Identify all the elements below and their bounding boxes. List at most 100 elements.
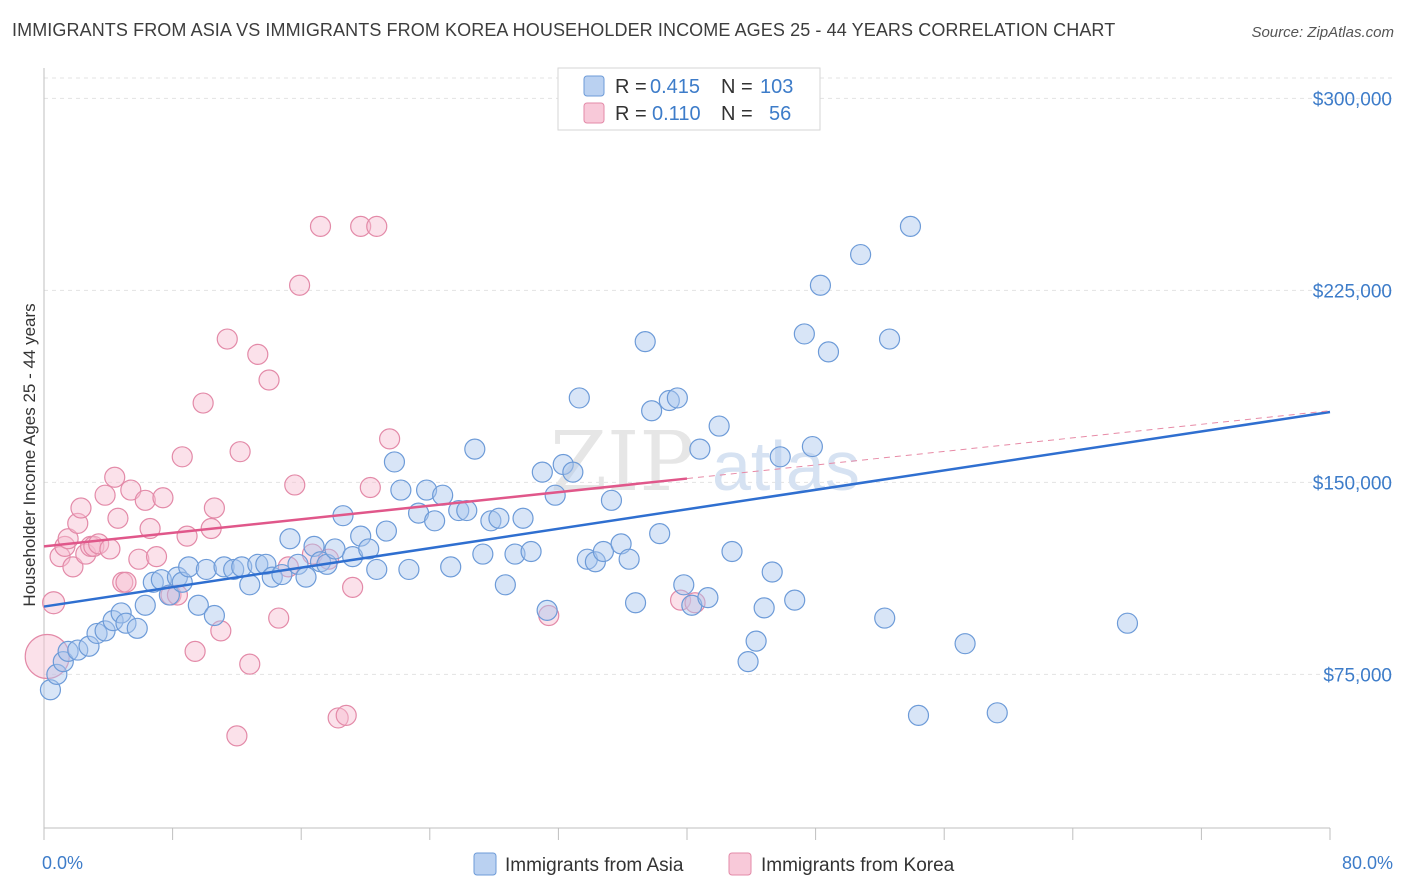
asia-point (398, 558, 420, 581)
y-tick-label: $75,000 (1323, 665, 1392, 686)
asia-point (562, 461, 584, 483)
asia-point (801, 435, 823, 458)
bottom-legend-swatch-asia (473, 852, 497, 876)
korea-point (226, 725, 248, 747)
asia-point (424, 510, 446, 532)
korea-point (379, 428, 401, 450)
trend-lines (43, 410, 1331, 608)
asia-point (46, 663, 68, 686)
asia-point (986, 702, 1008, 724)
asia-point (494, 574, 516, 596)
asia-point (761, 561, 783, 583)
asia-point (850, 243, 872, 266)
asia-point (689, 438, 711, 460)
korea-point (258, 369, 280, 391)
legend-n-value-korea: 56 (769, 103, 791, 125)
korea-point (120, 479, 142, 501)
asia-point (126, 617, 148, 639)
legend-n-label: N = (721, 76, 753, 98)
asia-point (708, 415, 730, 437)
asia-point (223, 558, 245, 581)
y-tick-label: $150,000 (1313, 473, 1392, 494)
asia-point (203, 604, 225, 627)
asia-point (52, 650, 74, 673)
korea-point (184, 640, 206, 662)
asia-point (753, 597, 775, 619)
asia-trend-line (43, 410, 1331, 608)
asia-point (448, 499, 470, 522)
korea-point (359, 476, 381, 499)
korea-point (107, 507, 129, 529)
korea-point (288, 274, 311, 296)
korea-point (176, 525, 198, 547)
korea-point (115, 571, 137, 593)
legend-swatch-asia (583, 75, 605, 97)
asia-point (817, 341, 840, 363)
legend-box: R = 0.415 N = 103 R = 0.110 N = 56 (557, 67, 821, 131)
korea-point (350, 215, 372, 237)
korea-point (216, 328, 238, 350)
legend-n-value-asia: 103 (760, 76, 793, 98)
asia-point (134, 594, 156, 616)
asia-point (464, 438, 486, 460)
asia-point (809, 274, 832, 296)
asia-point (324, 538, 346, 560)
asia-point (907, 704, 930, 726)
asia-point (432, 484, 454, 506)
korea-point (88, 533, 110, 555)
asia-point (488, 507, 510, 529)
asia-point (658, 389, 680, 412)
korea-point (94, 484, 116, 506)
asia-point (666, 387, 688, 409)
asia-point (472, 543, 494, 565)
korea-point (203, 497, 225, 519)
asia-point (531, 461, 553, 483)
y-tick-label: $225,000 (1313, 281, 1392, 302)
asia-point (358, 538, 380, 560)
korea-point (335, 704, 357, 726)
bottom-legend-label-asia: Immigrants from Asia (505, 855, 684, 876)
asia-point (102, 610, 124, 632)
asia-point (618, 548, 640, 570)
asia-point (86, 622, 108, 645)
korea-point (247, 343, 269, 365)
asia-point (641, 400, 663, 422)
asia-point (440, 556, 462, 578)
korea-point (99, 538, 121, 560)
korea-point (145, 546, 168, 568)
korea-point (70, 497, 92, 519)
legend-r-value-korea: 0.110 (652, 103, 701, 125)
asia-point (375, 520, 397, 542)
asia-point (544, 484, 566, 506)
korea-trend-line (43, 477, 688, 548)
asia-point (255, 553, 277, 575)
legend-r-label: R = (615, 76, 647, 98)
asia-point (520, 540, 542, 563)
korea-point (342, 576, 364, 598)
asia-point (178, 556, 200, 578)
asia-point (954, 633, 976, 655)
korea-point (134, 489, 156, 511)
korea-point (192, 392, 214, 414)
legend-n-label: N = (721, 103, 753, 125)
x-tick-labels: 0.0% 80.0% (42, 853, 1393, 873)
korea-trend-line-extended (686, 410, 1331, 480)
legend-r-label: R = (615, 103, 647, 125)
asia-point (536, 599, 558, 622)
watermark-atlas: atlas (712, 427, 860, 505)
x-tick-label: 80.0% (1342, 853, 1393, 873)
asia-point (187, 594, 209, 616)
bottom-legend-swatch-korea (728, 852, 752, 876)
asia-point (592, 540, 615, 563)
asia-point (697, 586, 719, 609)
asia-point (769, 446, 791, 468)
asia-point (115, 612, 137, 634)
korea-point (268, 607, 290, 629)
x-tick-label: 0.0% (42, 853, 83, 873)
legend-swatch-korea (583, 102, 605, 124)
korea-point (128, 548, 150, 570)
korea-point (171, 446, 193, 468)
asia-point (295, 566, 317, 588)
bottom-legend: Immigrants from Asia Immigrants from Kor… (473, 852, 955, 876)
asia-point (142, 571, 164, 593)
